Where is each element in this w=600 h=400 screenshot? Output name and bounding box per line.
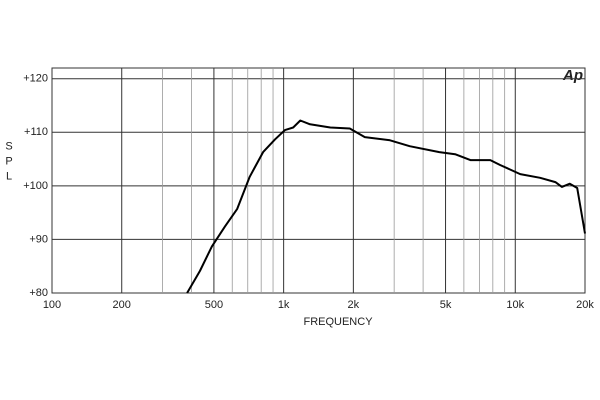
x-tick-label: 20k <box>576 299 594 311</box>
y-axis-label: SPL <box>3 141 15 186</box>
x-tick-label: 100 <box>43 299 61 311</box>
y-tick-label: +100 <box>23 180 48 192</box>
y-tick-label: +80 <box>29 287 48 299</box>
logo: Ap <box>562 67 583 84</box>
y-tick-label: +90 <box>29 233 48 245</box>
x-tick-label: 200 <box>113 299 131 311</box>
x-tick-label: 2k <box>348 299 360 311</box>
x-tick-label: 10k <box>506 299 524 311</box>
x-tick-label: 500 <box>205 299 223 311</box>
y-tick-label: +110 <box>24 126 48 138</box>
y-tick-label: +120 <box>23 73 48 85</box>
x-tick-label: 5k <box>440 299 452 311</box>
response-curve <box>186 119 586 294</box>
x-axis-label: FREQUENCY <box>303 316 373 328</box>
x-tick-label: 1k <box>278 299 290 311</box>
